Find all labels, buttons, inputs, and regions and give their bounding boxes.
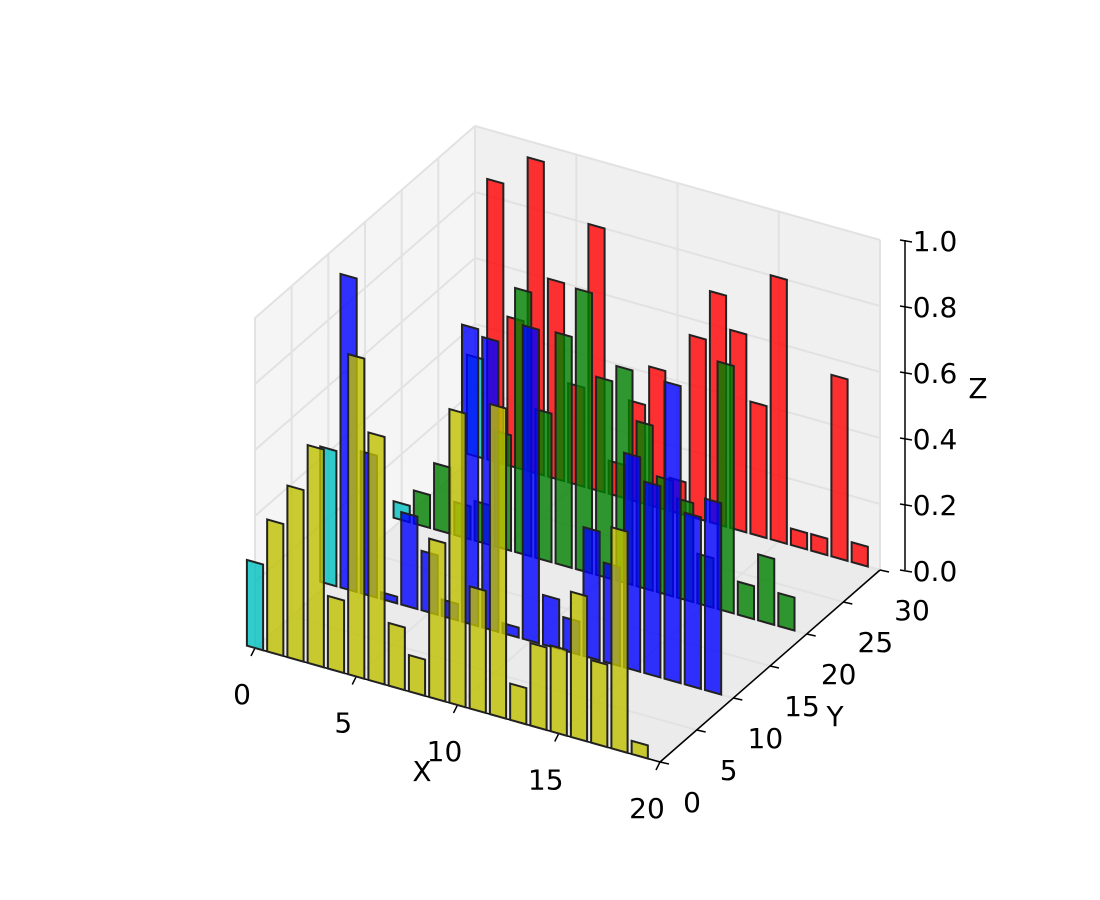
y-tick [806,633,816,637]
z-tick-label: 0.8 [913,291,958,324]
bar [769,273,788,546]
x-tick-label: 20 [629,792,665,825]
x-tick [452,704,459,714]
x-tick-label: 10 [427,735,463,768]
bar [468,584,487,715]
z-tick-label: 0.6 [913,357,958,390]
z-tick-label: 0.0 [913,555,958,588]
x-axis-label: X [412,755,431,788]
bar [266,518,285,658]
x-tick [554,733,560,742]
y-tick [659,761,670,765]
bar [407,653,427,698]
bar [736,580,756,621]
bar [590,658,609,749]
z-tick [899,305,913,309]
z-tick-label: 0.4 [913,423,958,456]
bar [703,497,723,696]
z-tick [899,239,913,243]
bar [830,373,849,563]
z-tick [899,569,913,573]
bar [688,333,707,523]
y-tick-label: 10 [748,722,784,755]
y-tick [769,665,780,669]
grid-line [254,257,476,451]
z-tick [899,371,913,375]
y-tick [733,697,743,701]
bar [749,400,768,540]
bar [400,510,419,611]
y-tick [843,601,853,605]
bar [488,402,508,721]
bar [789,527,809,551]
x-tick-label: 0 [233,678,251,711]
bar [757,552,776,627]
z-tick [899,437,913,441]
z-tick [899,503,913,507]
grid-line [254,191,476,385]
x-tick [250,647,256,657]
bar [428,537,447,703]
bar [521,323,540,645]
y-tick-label: 15 [784,690,820,723]
z-tick-label: 0.2 [913,489,958,522]
bar [387,621,406,692]
x-tick [351,676,357,685]
bar [549,644,568,738]
bar [367,431,386,686]
bar [326,594,346,675]
bar [306,443,325,669]
bar [448,407,467,709]
bar [554,330,573,570]
z-tick-label: 1.0 [913,225,958,258]
y-tick-label: 25 [858,626,894,659]
bar [643,480,662,679]
grid-line [254,125,476,319]
y-tick-label: 0 [683,786,701,819]
bar [529,641,548,732]
grid-line [474,125,881,241]
y-tick [696,729,706,733]
y-tick-label: 20 [821,658,857,691]
bar [777,591,796,632]
bar [810,532,829,557]
x-tick-label: 15 [528,764,564,797]
z-axis-label: Z [968,372,987,405]
bar [610,525,629,755]
bar [433,461,452,536]
y-tick-label: 5 [720,754,738,787]
bar [245,558,265,652]
bar [286,484,305,664]
bar [850,540,869,568]
bar [569,590,589,743]
x-tick-label: 5 [334,707,352,740]
bar [541,593,561,651]
bar [683,511,702,691]
x-tick [655,761,661,771]
bar [663,380,682,685]
bar [630,739,649,760]
y-axis-label: Y [825,700,844,733]
bar [509,682,528,726]
y-tick-label: 30 [894,594,930,627]
y-tick [879,569,890,573]
bar [347,352,366,681]
